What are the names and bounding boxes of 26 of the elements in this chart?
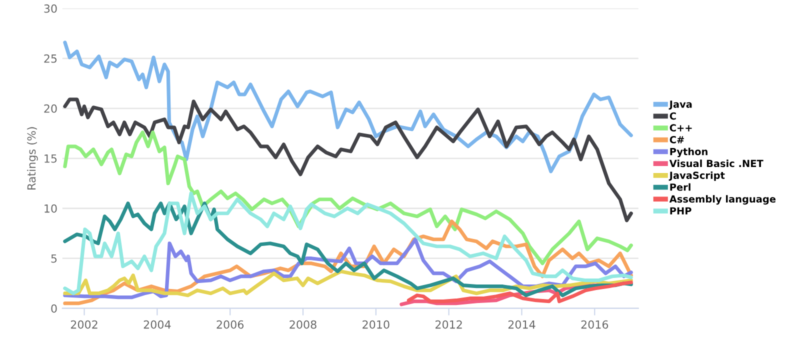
y-tick-label: 20 [44,104,57,113]
x-tick-label: 2004 [144,320,171,329]
legend-label: C [670,112,676,120]
y-tick-label: 15 [44,154,57,163]
y-axis-title: Ratings (%) [27,127,38,190]
y-tick-label: 10 [44,204,57,213]
x-tick-label: 2014 [508,320,536,329]
legend-label: Python [670,148,708,158]
legend-label: Java [668,100,692,110]
x-tick-label: 2010 [362,320,390,329]
x-tick-label: 2006 [216,320,244,329]
legend-label: Assembly language [669,195,776,205]
legend-label: PHP [670,207,692,214]
legend-label: JavaScript [668,171,725,181]
y-tick-label: 0 [51,304,57,313]
y-tick-label: 25 [44,54,57,63]
y-tick-label: 30 [44,4,57,13]
legend-label: C++ [670,124,692,132]
y-tick-label: 5 [51,254,57,263]
x-tick-label: 2012 [436,320,462,329]
legend-label: C# [670,136,684,144]
legend-label: Visual Basic .NET [669,160,764,168]
x-tick-label: 2002 [70,320,98,329]
x-tick-label: 2016 [581,320,608,329]
x-tick-label: 2008 [290,320,316,329]
legend-label: Perl [670,183,690,191]
